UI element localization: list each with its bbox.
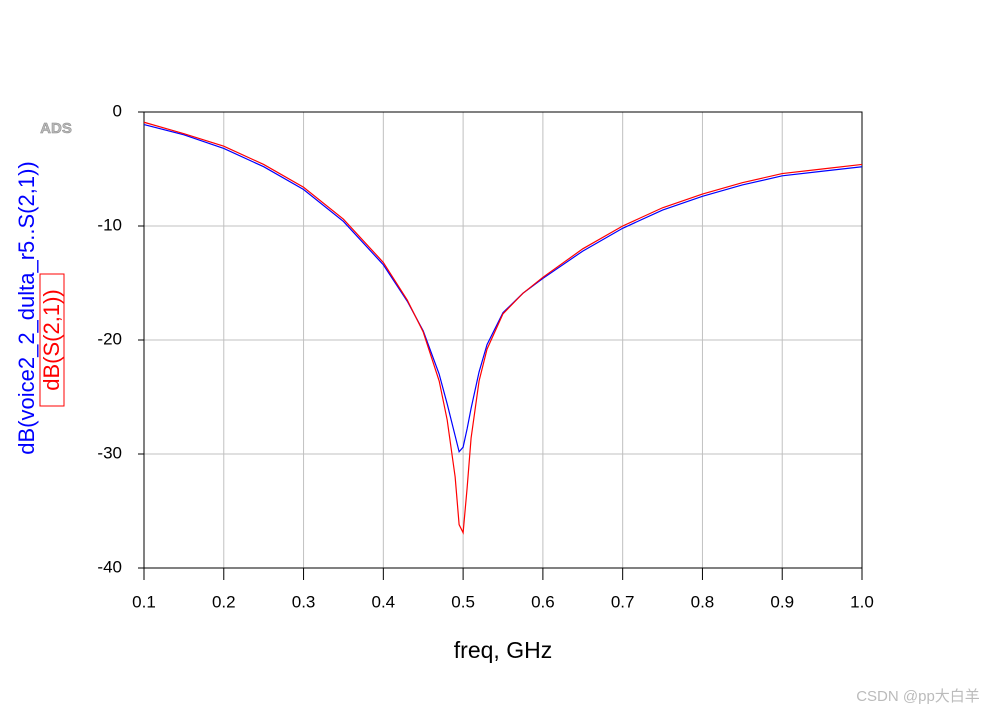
x-tick-label: 0.3 [292, 592, 316, 611]
logo: ADS [40, 120, 72, 137]
series-line [143, 121, 863, 535]
x-tick-label: 0.4 [372, 592, 396, 611]
y-axis-label: dB(S(2,1)) [39, 289, 64, 390]
x-tick-label: 0.7 [611, 592, 635, 611]
x-tick-label: 0.2 [212, 592, 236, 611]
x-tick-label: 1.0 [850, 592, 874, 611]
series-line [143, 123, 863, 453]
y-tick-label: -10 [97, 215, 122, 234]
x-tick-label: 0.9 [770, 592, 794, 611]
y-tick-label: -40 [97, 557, 122, 576]
y-tick-label: 0 [113, 101, 122, 120]
label-box [39, 273, 65, 407]
y-tick-label: -20 [97, 329, 122, 348]
y-tick-label: -30 [97, 443, 122, 462]
watermark: CSDN @pp大白羊 [856, 688, 980, 705]
x-axis-label: freq, GHz [454, 637, 552, 663]
y-axis-label-box: dB(S(2,1)) [39, 273, 65, 407]
x-tick-label: 0.8 [691, 592, 715, 611]
plot-frame [143, 111, 863, 569]
x-tick-label: 0.1 [132, 592, 156, 611]
x-tick-label: 0.6 [531, 592, 555, 611]
y-axis-label: dB(voice2_2_dulta_r5..S(2,1)) [14, 161, 39, 455]
x-tick-label: 0.5 [451, 592, 475, 611]
